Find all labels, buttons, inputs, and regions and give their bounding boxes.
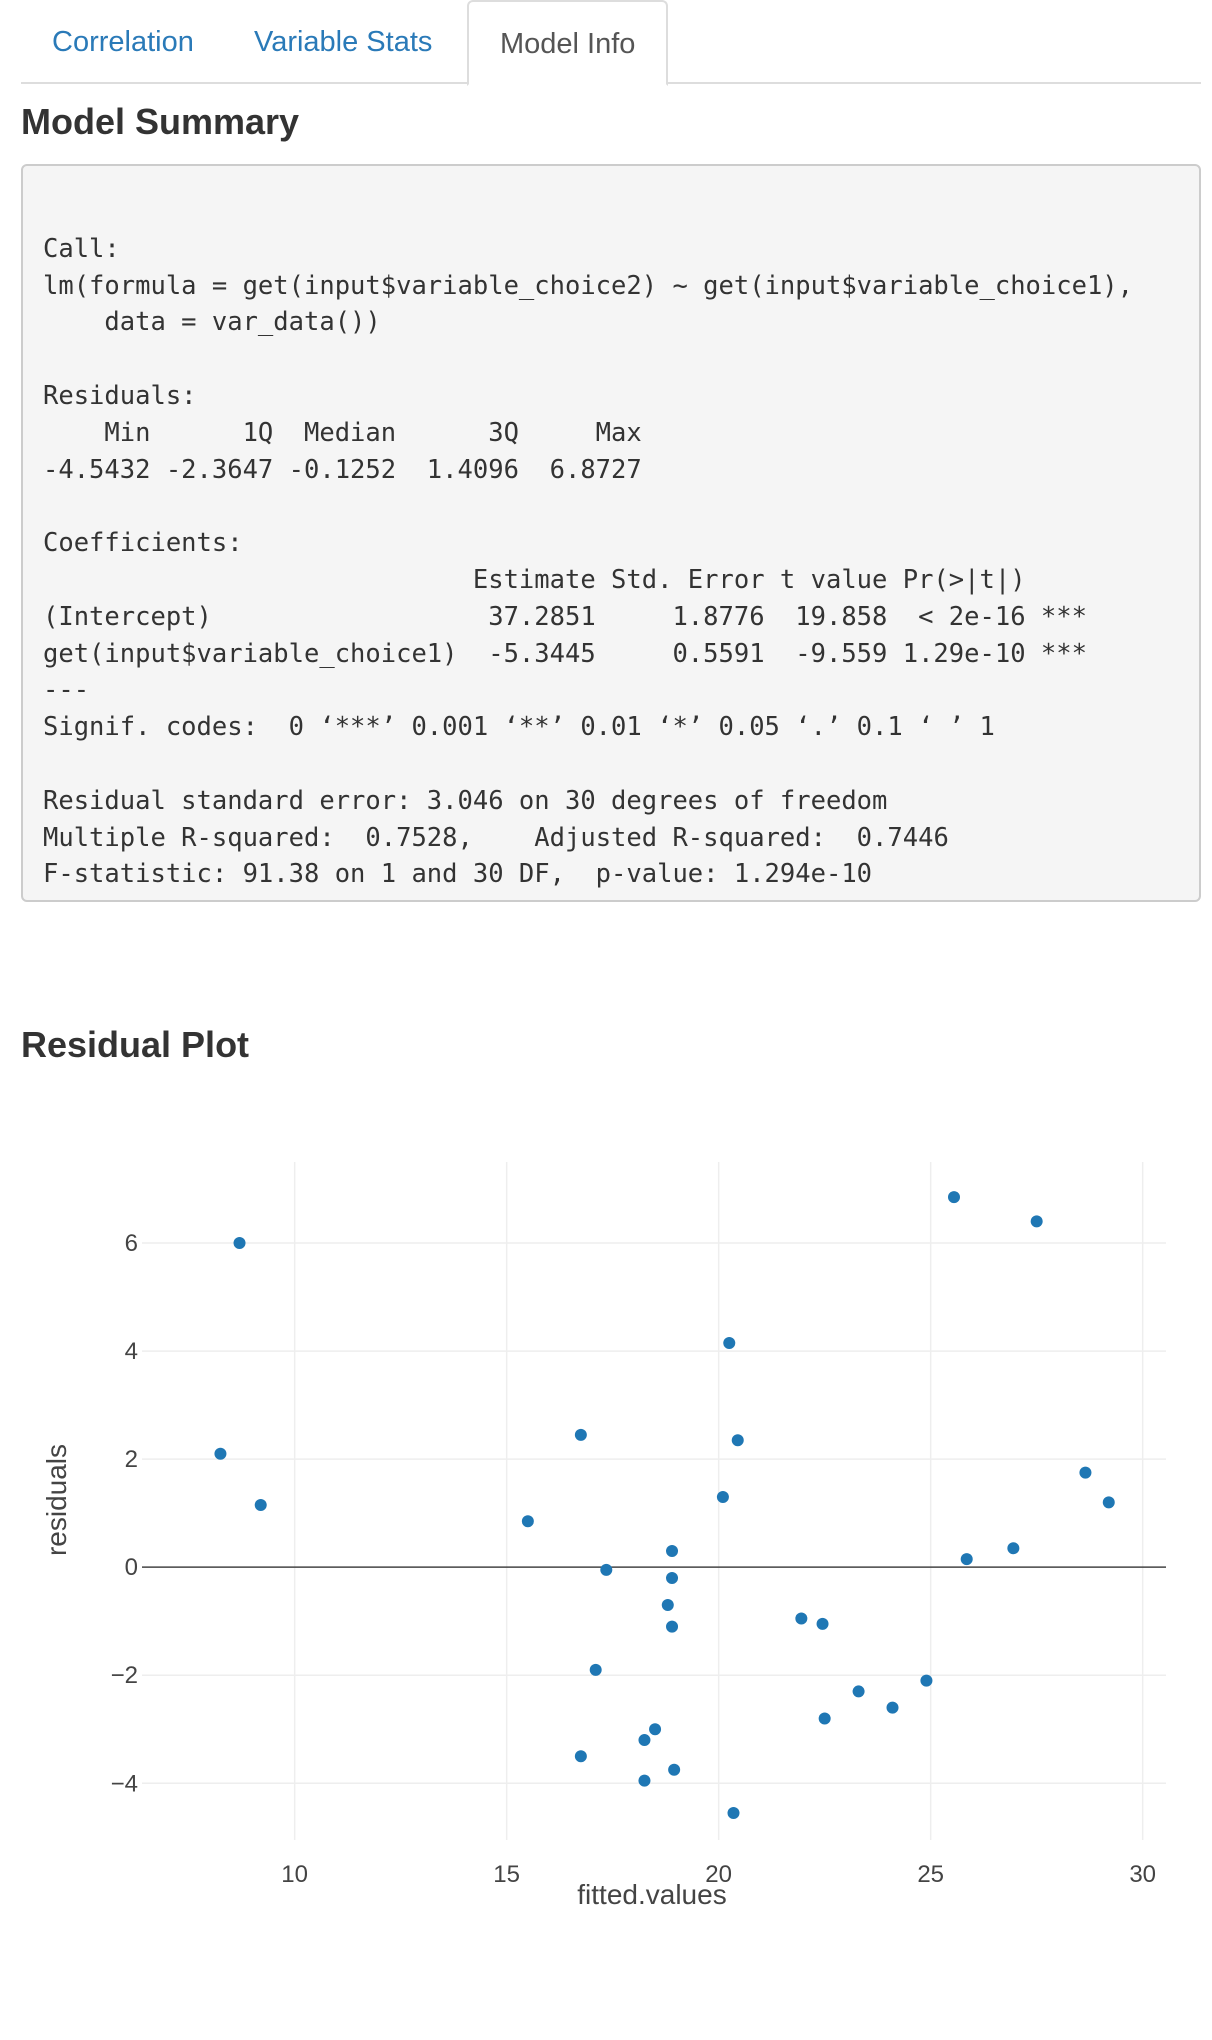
data-point [638, 1734, 651, 1747]
data-point [1007, 1542, 1020, 1555]
model-summary-heading: Model Summary [21, 101, 300, 142]
tab-bar: Correlation Variable Stats Model Info [21, 0, 1201, 86]
data-point [723, 1336, 736, 1349]
x-tick-label: 10 [281, 1861, 308, 1888]
data-point [666, 1571, 679, 1584]
x-tick-label: 20 [705, 1861, 732, 1888]
data-point [574, 1750, 587, 1763]
data-point [818, 1712, 831, 1725]
data-point [960, 1553, 973, 1566]
y-tick-label: 6 [125, 1230, 138, 1257]
plot-grid [142, 1162, 1166, 1840]
data-point [727, 1806, 740, 1819]
data-point [661, 1598, 674, 1611]
data-point [1079, 1466, 1092, 1479]
data-point [795, 1612, 808, 1625]
data-point [649, 1723, 662, 1736]
x-tick-label: 15 [493, 1861, 520, 1888]
y-tick-label: 2 [125, 1446, 138, 1473]
data-point [716, 1490, 729, 1503]
y-axis-label: residuals [41, 1444, 72, 1556]
residual-scatter-plot[interactable]: 10 15 20 25 30 −4 −2 0 2 4 6 fitted.values residua… [0, 1100, 1212, 1980]
data-point [574, 1428, 587, 1441]
data-point [731, 1434, 744, 1447]
data-point [666, 1544, 679, 1557]
data-point [521, 1515, 534, 1528]
data-point [600, 1563, 613, 1576]
data-point [638, 1774, 651, 1787]
y-tick-label: −2 [111, 1662, 138, 1689]
x-tick-label: 25 [917, 1861, 944, 1888]
residual-plot-heading: Residual Plot [21, 1024, 250, 1065]
tab-correlation[interactable]: Correlation [52, 26, 194, 58]
tab-model-info[interactable]: Model Info [467, 0, 669, 86]
x-tick-label: 30 [1129, 1861, 1156, 1888]
data-point [668, 1763, 681, 1776]
tab-variable-stats[interactable]: Variable Stats [254, 26, 433, 58]
data-point [852, 1685, 865, 1698]
data-point [233, 1237, 246, 1250]
x-axis-label: fitted.values [577, 1879, 726, 1910]
data-point [886, 1701, 899, 1714]
data-point [947, 1191, 960, 1204]
plot-axes: 10 15 20 25 30 −4 −2 0 2 4 6 [111, 1230, 1166, 1888]
data-point [1030, 1215, 1043, 1228]
data-point [254, 1499, 267, 1512]
data-point [589, 1663, 602, 1676]
data-point [816, 1617, 829, 1630]
y-tick-label: 4 [125, 1338, 138, 1365]
data-point [666, 1620, 679, 1633]
y-tick-label: 0 [125, 1554, 138, 1581]
y-tick-label: −4 [111, 1770, 138, 1797]
data-point [920, 1674, 933, 1687]
plot-points [214, 1191, 1115, 1819]
model-summary-output: Call: lm(formula = get(input$variable_ch… [21, 164, 1201, 902]
data-point [214, 1447, 227, 1460]
data-point [1102, 1496, 1115, 1509]
